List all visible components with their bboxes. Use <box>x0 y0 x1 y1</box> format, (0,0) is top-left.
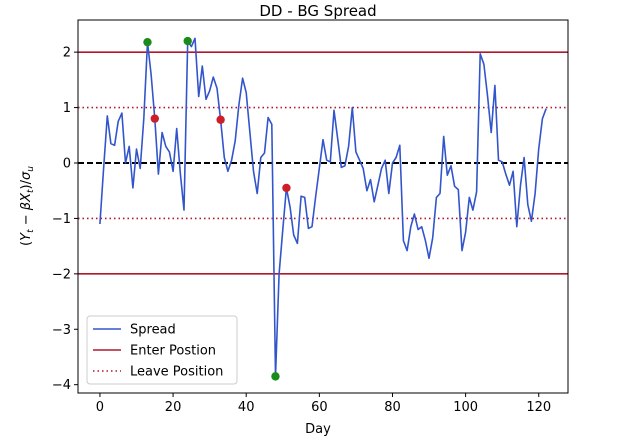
exit-marker <box>282 183 291 193</box>
y-tick-label: −2 <box>52 267 71 282</box>
enter-marker <box>183 36 192 46</box>
legend-label: Enter Postion <box>130 344 216 359</box>
y-tick-label: 0 <box>63 156 71 171</box>
enter-marker <box>271 372 280 381</box>
legend-label: Leave Position <box>130 365 223 380</box>
x-tick-label: 60 <box>311 400 328 415</box>
plot-area <box>78 36 568 381</box>
y-tick-label: 2 <box>63 46 71 61</box>
y-tick-label: 1 <box>63 101 71 116</box>
y-tick-label: −4 <box>52 378 71 393</box>
x-tick-label: 80 <box>384 400 401 415</box>
x-tick-label: 120 <box>526 400 551 415</box>
spread-line <box>99 37 547 378</box>
y-tick-label: −3 <box>52 323 71 338</box>
legend: Spread Enter Postion Leave Position <box>86 315 238 385</box>
x-tick-label: 100 <box>453 400 478 415</box>
x-axis-title: Day <box>305 422 331 437</box>
plot-frame <box>77 19 569 394</box>
x-tick-label: 20 <box>165 400 182 415</box>
chart-title: DD - BG Spread <box>259 2 376 20</box>
x-tick-label: 40 <box>238 400 255 415</box>
legend-label: Spread <box>130 323 176 338</box>
y-axis-title: (Yt − βXt)/σu <box>19 166 36 246</box>
exit-marker <box>150 114 159 123</box>
x-tick-label: 0 <box>96 400 104 415</box>
enter-marker <box>143 37 152 47</box>
exit-marker <box>216 115 225 124</box>
y-tick-label: −1 <box>52 212 71 227</box>
legend-box <box>86 315 238 385</box>
